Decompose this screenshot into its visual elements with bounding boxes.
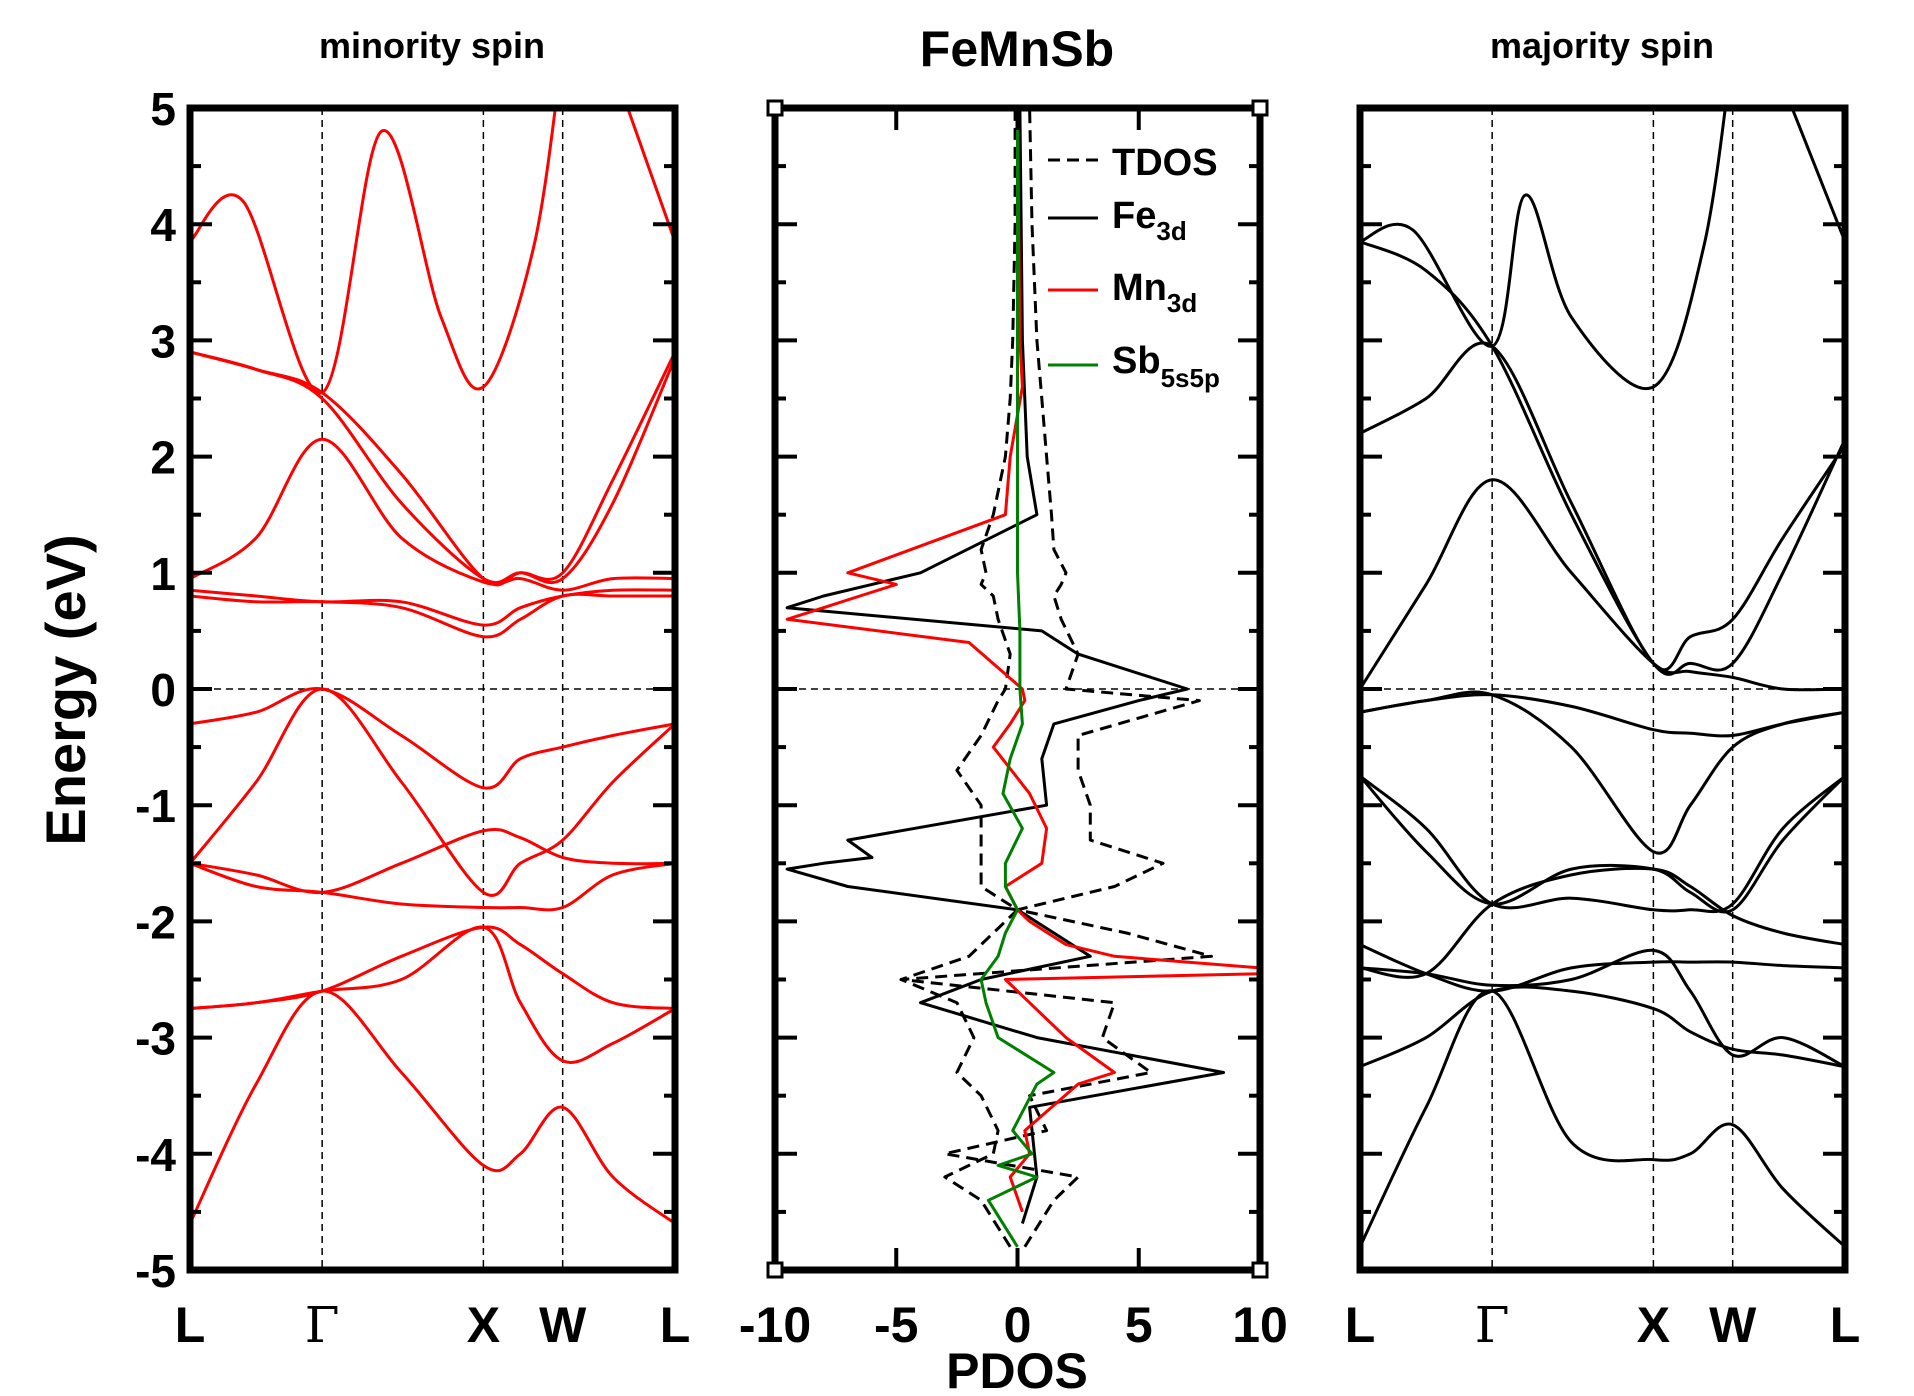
minority-band-7 <box>190 687 675 790</box>
pdos-xtick-label: -10 <box>739 1297 811 1353</box>
majority-klabel: W <box>1709 1297 1757 1353</box>
majority-band-14 <box>1790 108 1845 243</box>
minority-band-13 <box>190 108 557 395</box>
pdos-series-tdos <box>899 108 1213 1248</box>
minority-band-4 <box>190 861 675 912</box>
majority-band-13 <box>1360 108 1727 391</box>
majority-band-4 <box>1360 943 1845 993</box>
majority-band-2 <box>1360 985 1845 1069</box>
majority-klabel: L <box>1830 1297 1861 1353</box>
majority-klabel: X <box>1637 1297 1670 1353</box>
legend: TDOS Fe3d Mn3d Sb5s5p <box>1048 142 1220 393</box>
minority-klabel: L <box>660 1297 691 1353</box>
minority-band-1 <box>190 989 675 1225</box>
ytick-label: -2 <box>135 896 176 948</box>
x-axis-label-pdos: PDOS <box>946 1343 1088 1396</box>
pdos-series-fe3d <box>785 108 1226 1224</box>
pdos-series-sb5s5p <box>979 108 1056 1248</box>
minority-band-8 <box>190 592 675 639</box>
minority-band-5 <box>190 827 675 894</box>
ytick-label: 4 <box>150 199 176 251</box>
corner-marker <box>766 1261 784 1279</box>
ytick-label: 0 <box>150 664 176 716</box>
minority-klabel: L <box>175 1297 206 1353</box>
ytick-label: -4 <box>135 1129 176 1181</box>
legend-label-sb: Sb5s5p <box>1112 340 1220 393</box>
majority-band-1 <box>1360 989 1845 1248</box>
pdos-xtick-label: 0 <box>1004 1297 1032 1353</box>
majority-band-11 <box>1360 341 1845 672</box>
frame-minority <box>186 104 679 1274</box>
majority-band-8 <box>1360 690 1845 855</box>
corner-marker <box>1251 1261 1269 1279</box>
majority-band-10 <box>1360 478 1845 692</box>
majority-band-3 <box>1360 948 1845 1069</box>
minority-klabel: W <box>539 1297 587 1353</box>
ytick-label: 2 <box>150 432 176 484</box>
majority-band-6 <box>1360 774 1845 914</box>
frame-pdos <box>771 104 1264 1274</box>
corner-marker <box>1251 99 1269 117</box>
majority-klabel: L <box>1345 1297 1376 1353</box>
y-axis-label: Energy (eV) <box>34 534 97 845</box>
minority-band-6 <box>190 687 675 897</box>
pdos-xtick-label: 10 <box>1232 1297 1288 1353</box>
minority-band-12 <box>190 350 675 587</box>
title-majority: majority spin <box>1490 25 1714 66</box>
ytick-label: -1 <box>135 780 176 832</box>
majority-band-7 <box>1360 775 1845 914</box>
minority-band-9 <box>190 588 675 627</box>
pdos-xtick-label: 5 <box>1125 1297 1153 1353</box>
ytick-label: -3 <box>135 1013 176 1065</box>
title-minority: minority spin <box>319 25 545 66</box>
minority-klabel: X <box>467 1297 500 1353</box>
minority-band-14 <box>626 108 675 243</box>
pdos-xtick-label: -5 <box>874 1297 918 1353</box>
ytick-label: 5 <box>150 83 176 135</box>
minority-band-11 <box>190 350 675 585</box>
frame-majority <box>1356 104 1849 1274</box>
minority-band-10 <box>190 437 675 592</box>
minority-band-3 <box>190 925 675 1064</box>
ytick-label: 3 <box>150 315 176 367</box>
legend-label-tdos: TDOS <box>1112 142 1218 184</box>
corner-marker <box>766 99 784 117</box>
majority-band-5 <box>1360 866 1845 979</box>
majority-band-12 <box>1360 240 1845 676</box>
ytick-label: -5 <box>135 1245 176 1297</box>
ytick-label: 1 <box>150 548 176 600</box>
minority-klabel: Γ <box>305 1296 340 1354</box>
minority-band-2 <box>190 925 675 1011</box>
legend-label-fe: Fe3d <box>1112 195 1187 246</box>
majority-klabel: Γ <box>1475 1296 1510 1354</box>
pdos-series-tdos-left <box>899 108 1019 1248</box>
majority-band-9 <box>1360 693 1845 738</box>
legend-label-mn: Mn3d <box>1112 267 1197 318</box>
figure-title: FeMnSb <box>920 21 1114 77</box>
pdos-series-mn3d <box>785 108 1260 1213</box>
